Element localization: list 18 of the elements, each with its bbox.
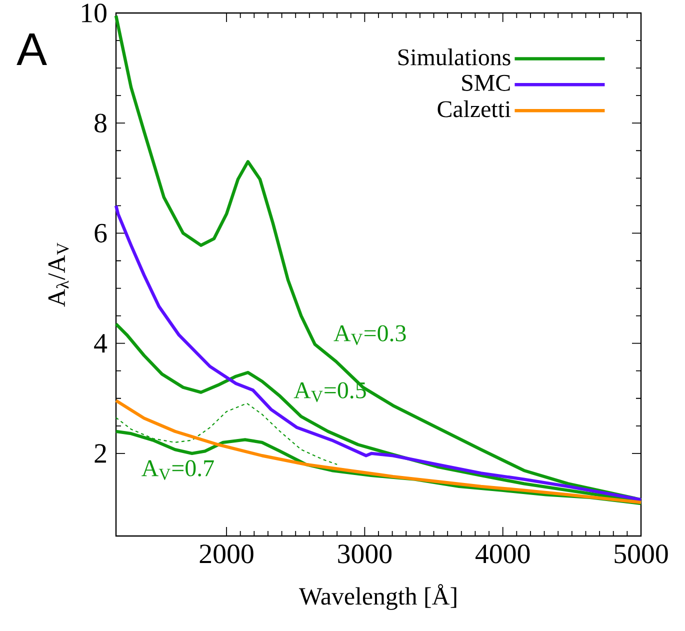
legend-label: SMC bbox=[462, 74, 510, 91]
annotation: A$_{V}$=0.3 bbox=[334, 325, 406, 346]
y-tick-label: 10 bbox=[82, 4, 106, 22]
legend-label: Simulations bbox=[398, 48, 510, 66]
annotation: A$_{V}$=0.7 bbox=[142, 460, 214, 480]
x-tick-label: 2000 bbox=[200, 544, 254, 564]
x-axis-title: Wavelength [Å] bbox=[298, 584, 456, 610]
annotation: A$_{V}$=0.5 bbox=[294, 382, 366, 402]
y-tick-label: 8 bbox=[94, 114, 106, 133]
x-tick-label: 4000 bbox=[475, 544, 530, 564]
y-tick-label: 4 bbox=[94, 334, 108, 352]
y-axis-title: A$_{λ}$/A$_{V}$ bbox=[48, 242, 69, 307]
y-tick-label: 6 bbox=[94, 224, 107, 243]
legend-label: Calzetti bbox=[438, 100, 511, 118]
x-tick-label: 5000 bbox=[614, 544, 668, 564]
y-tick-label: 2 bbox=[94, 444, 106, 463]
text: A bbox=[16, 33, 47, 66]
x-tick-label: 3000 bbox=[338, 544, 392, 564]
